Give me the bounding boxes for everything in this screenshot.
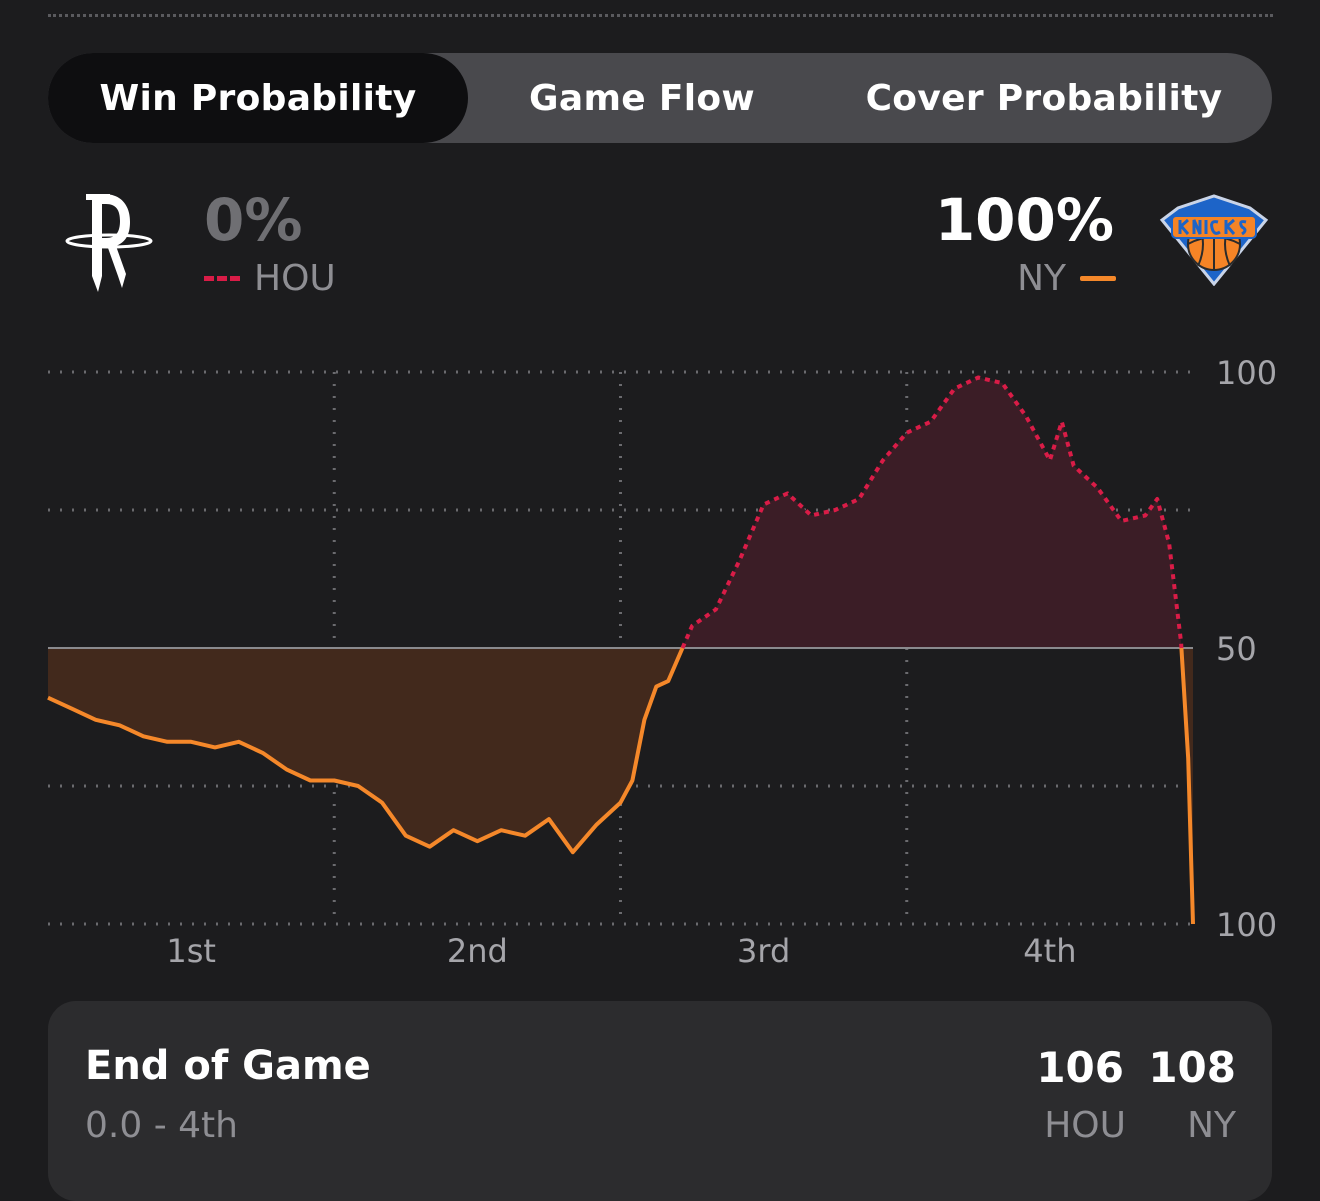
ny-win-percent: 100% xyxy=(934,186,1114,254)
tab-cover-probability[interactable]: Cover Probability xyxy=(865,77,1223,119)
hou-score: 106 xyxy=(1036,1043,1124,1092)
ny-line-swatch xyxy=(1080,276,1116,281)
tab-game-flow[interactable]: Game Flow xyxy=(529,77,755,119)
y-tick-label-0: 100 xyxy=(1216,354,1277,392)
ny-probability-line-0 xyxy=(47,647,685,855)
y-tick-label-1: 50 xyxy=(1216,630,1257,668)
hou-line-swatch xyxy=(204,276,240,281)
ny-score: 108 xyxy=(1148,1043,1236,1092)
knicks-logo-icon xyxy=(1159,194,1269,286)
top-divider xyxy=(48,14,1273,17)
hou-legend: HOU xyxy=(204,258,336,299)
tab-bar: Win Probability Game Flow Cover Probabil… xyxy=(48,53,1272,143)
hou-area-fill-0 xyxy=(682,377,1182,648)
tab-win-probability[interactable]: Win Probability xyxy=(48,53,468,143)
hou-probability-line-0 xyxy=(680,375,1184,649)
ny-area-fill-0 xyxy=(48,648,683,853)
y-tick-label-2: 100 xyxy=(1216,906,1277,944)
ny-abbr: NY xyxy=(1017,258,1066,299)
ny-area-fill-1 xyxy=(1181,648,1193,924)
game-status-card: End of Game 0.0 - 4th 106 108 HOU NY xyxy=(48,1001,1272,1201)
status-subtitle: 0.0 - 4th xyxy=(85,1105,238,1146)
x-tick-label-4th: 4th xyxy=(1023,932,1076,970)
x-tick-label-1st: 1st xyxy=(166,932,216,970)
ny-score-abbr: NY xyxy=(1187,1105,1236,1146)
win-probability-chart: 100 50 100 1st 2nd 3rd 4th xyxy=(47,354,1277,970)
x-tick-label-2nd: 2nd xyxy=(447,932,508,970)
ny-legend: NY xyxy=(1017,258,1116,299)
status-title: End of Game xyxy=(85,1043,371,1089)
hou-win-percent: 0% xyxy=(204,186,303,254)
hou-abbr: HOU xyxy=(254,258,336,299)
rockets-logo-icon xyxy=(65,194,153,292)
hou-score-abbr: HOU xyxy=(1044,1105,1126,1146)
x-tick-label-3rd: 3rd xyxy=(737,932,790,970)
ny-probability-line-1 xyxy=(1179,647,1195,925)
